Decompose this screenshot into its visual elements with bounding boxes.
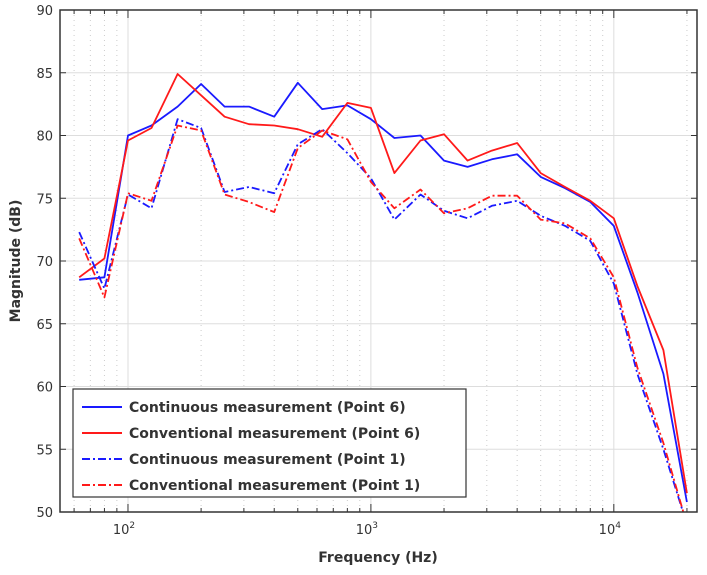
legend-label: Conventional measurement (Point 6) bbox=[129, 426, 420, 442]
y-tick-label: 60 bbox=[36, 381, 53, 396]
series-lines bbox=[78, 73, 688, 512]
y-tick-label: 55 bbox=[36, 443, 53, 458]
y-tick-label: 75 bbox=[36, 192, 53, 207]
x-axis-label: Frequency (Hz) bbox=[318, 550, 437, 566]
ticks: 50 55 60 65 70 75 80 85 90 102 103 104 bbox=[36, 4, 697, 538]
y-tick-label: 90 bbox=[36, 4, 53, 19]
legend-label: Continuous measurement (Point 1) bbox=[129, 452, 406, 468]
y-tick-label: 80 bbox=[36, 130, 53, 145]
legend-box bbox=[72, 388, 467, 498]
x-tick-label: 103 bbox=[356, 521, 378, 538]
legend: Continuous measurement (Point 6) Conventi… bbox=[72, 388, 467, 498]
y-tick-label: 70 bbox=[36, 255, 53, 270]
x-tick-label: 102 bbox=[113, 521, 135, 538]
legend-label: Continuous measurement (Point 6) bbox=[129, 400, 406, 416]
y-tick-label: 85 bbox=[36, 67, 53, 82]
y-tick-label: 50 bbox=[36, 506, 53, 521]
legend-label: Conventional measurement (Point 1) bbox=[129, 478, 420, 494]
x-tick-label: 104 bbox=[599, 521, 622, 538]
y-tick-label: 65 bbox=[36, 318, 53, 333]
series-line-2 bbox=[78, 73, 688, 494]
y-axis-label: Magnitude (dB) bbox=[8, 200, 24, 323]
series-line-1 bbox=[79, 81, 688, 503]
series-line-4 bbox=[78, 124, 685, 512]
series-line-3 bbox=[78, 118, 684, 512]
